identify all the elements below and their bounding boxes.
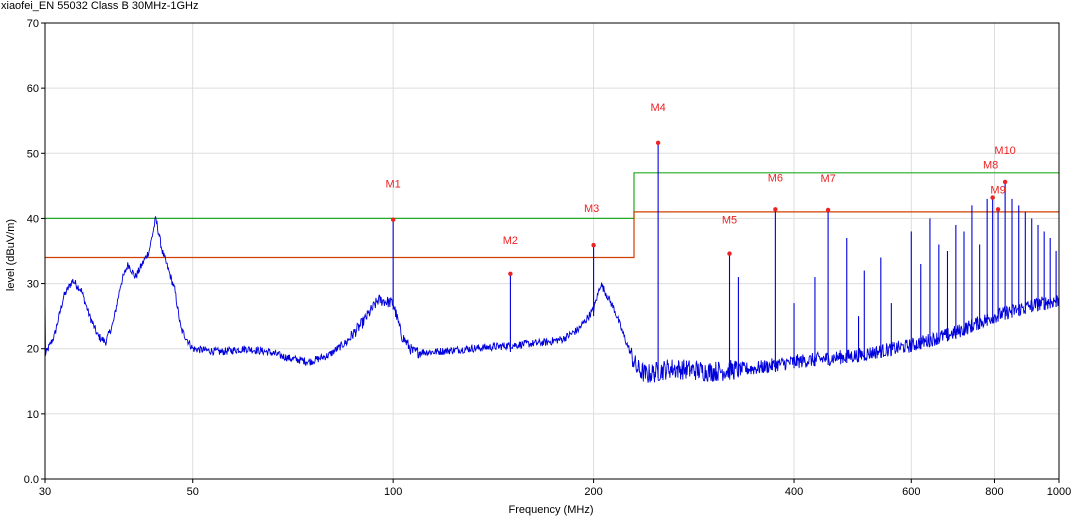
marker-label: M4 xyxy=(650,102,665,114)
x-tick-label: 800 xyxy=(985,486,1003,498)
marker-dot xyxy=(990,195,995,200)
limit-lines xyxy=(45,172,1059,259)
x-tick-label: 400 xyxy=(785,486,803,498)
marker-label: M7 xyxy=(820,173,835,185)
marker-dot xyxy=(995,207,1001,212)
y-tick-label: 0.0 xyxy=(24,474,39,486)
marker-dot xyxy=(655,140,661,146)
x-tick-label: 200 xyxy=(584,486,602,498)
x-tick-label: 50 xyxy=(187,486,199,498)
x-tick-label: 600 xyxy=(902,486,920,498)
marker-dot xyxy=(825,207,831,213)
marker-label: M8 xyxy=(983,160,998,172)
x-axis-ticks: 30 50 100 200 400 600 800 1000 xyxy=(39,479,1071,498)
y-tick-label: 10 xyxy=(27,409,39,421)
y-tick-label: 60 xyxy=(27,83,39,95)
marker-label: M9 xyxy=(990,184,1005,196)
marker-label: M10 xyxy=(994,145,1015,157)
limit-line xyxy=(45,211,1059,259)
limit-line xyxy=(45,172,1059,219)
y-tick-label: 70 xyxy=(27,18,39,30)
y-axis-ticks: 0.0 10 20 30 40 50 60 70 xyxy=(24,18,45,486)
marker-dot xyxy=(508,271,513,276)
x-axis-label: Frequency (MHz) xyxy=(509,504,594,516)
measurement-trace xyxy=(44,216,1060,383)
y-axis-label: level (dBuV/m) xyxy=(5,219,17,291)
trace-spikes xyxy=(392,142,1057,378)
y-tick-label: 40 xyxy=(27,213,39,225)
x-tick-label: 30 xyxy=(39,486,51,498)
marker-label: M3 xyxy=(584,203,599,215)
y-tick-label: 20 xyxy=(27,344,39,356)
marker-label: M2 xyxy=(503,235,518,247)
x-tick-label: 100 xyxy=(384,486,402,498)
marker-dot xyxy=(591,242,596,248)
plot-frame xyxy=(44,22,1060,480)
marker-dot xyxy=(727,251,732,256)
grid-lines xyxy=(45,23,1059,479)
y-tick-label: 30 xyxy=(27,279,39,291)
marker-dot xyxy=(390,217,396,222)
chart-title: xiaofei_EN 55032 Class B 30MHz-1GHz xyxy=(1,0,199,12)
peak-markers: M1 M2 M3 M4 M5 M6 M7 M8 M9 M10 xyxy=(386,102,1016,276)
marker-dot xyxy=(773,207,778,212)
x-tick-label: 1000 xyxy=(1047,486,1071,498)
y-tick-label: 50 xyxy=(27,148,39,160)
marker-label: M1 xyxy=(386,179,401,191)
marker-dot xyxy=(1002,179,1008,185)
marker-label: M5 xyxy=(722,215,737,227)
marker-label: M6 xyxy=(768,172,783,184)
measurement-trace-group xyxy=(44,142,1060,383)
